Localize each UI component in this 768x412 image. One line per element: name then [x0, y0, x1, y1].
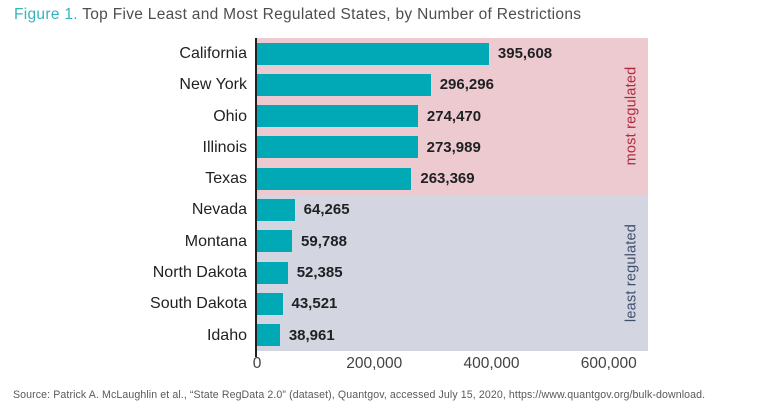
bar — [257, 73, 431, 96]
bar-row: California 395,608 — [0, 38, 768, 69]
bar-row: North Dakota 52,385 — [0, 257, 768, 288]
state-label: Nevada — [191, 201, 247, 219]
bar-track: 38,961 — [257, 320, 648, 351]
x-tick-label: 0 — [252, 355, 262, 372]
bar — [257, 167, 412, 190]
bar-rows: California 395,608 New York 296,296 Ohio 274,… — [0, 38, 768, 351]
value-label: 43,521 — [291, 295, 338, 313]
bar — [257, 230, 293, 253]
bar-track: 273,989 — [257, 132, 648, 163]
bar-row: Idaho 38,961 — [0, 320, 768, 351]
state-label: Texas — [205, 170, 247, 188]
bar-row: South Dakota 43,521 — [0, 288, 768, 319]
x-axis: 0 200,000 400,000 600,000 — [253, 355, 648, 379]
bar — [257, 199, 295, 222]
bar-row: Montana 59,788 — [0, 226, 768, 257]
figure-number: Figure 1. — [14, 6, 78, 23]
state-label: South Dakota — [150, 295, 247, 313]
value-label: 59,788 — [301, 232, 347, 250]
value-label: 296,296 — [439, 76, 494, 94]
bar — [257, 42, 489, 65]
state-label: Idaho — [206, 326, 247, 344]
bar-chart: most regulated least regulated California… — [0, 38, 768, 357]
bar-track: 263,369 — [257, 163, 648, 194]
state-label: North Dakota — [152, 264, 247, 282]
state-label: Illinois — [202, 138, 247, 156]
x-tick-label: 400,000 — [463, 355, 520, 372]
value-label: 64,265 — [303, 201, 350, 219]
state-label: Montana — [184, 232, 247, 250]
x-tick-label: 200,000 — [346, 355, 403, 372]
bar-row: Ohio 274,470 — [0, 101, 768, 132]
figure-title-text: Top Five Least and Most Regulated States… — [77, 6, 582, 23]
value-label: 274,470 — [426, 107, 482, 125]
bar — [257, 261, 288, 284]
bar — [257, 105, 418, 128]
bar-row: Texas 263,369 — [0, 163, 768, 194]
state-label: California — [179, 45, 247, 62]
value-label: 38,961 — [288, 326, 335, 344]
band-least-regulated — [257, 194, 648, 351]
source-note: Source: Patrick A. McLaughlin et al., “S… — [13, 389, 706, 401]
figure-title: Figure 1. Top Five Least and Most Regula… — [14, 6, 581, 24]
bar — [257, 292, 283, 315]
bar-track: 59,788 — [257, 226, 648, 257]
y-axis-line — [254, 38, 257, 357]
bar-track: 64,265 — [257, 194, 648, 225]
bar-track: 395,608 — [257, 38, 648, 69]
bar-track: 274,470 — [257, 101, 648, 132]
state-label: New York — [179, 76, 247, 94]
bar-track: 296,296 — [257, 69, 648, 100]
value-label: 52,385 — [296, 264, 343, 282]
value-label: 273,989 — [426, 138, 481, 156]
bar-track: 43,521 — [257, 288, 648, 319]
bar-row: Illinois 273,989 — [0, 132, 768, 163]
bar — [257, 324, 280, 347]
value-label: 263,369 — [420, 170, 475, 188]
x-tick-label: 600,000 — [580, 355, 637, 372]
bar-track: 52,385 — [257, 257, 648, 288]
bar-row: New York 296,296 — [0, 69, 768, 100]
value-label: 395,608 — [497, 45, 553, 62]
state-label: Ohio — [213, 107, 247, 125]
bar — [257, 136, 418, 159]
bar-row: Nevada 64,265 — [0, 194, 768, 225]
